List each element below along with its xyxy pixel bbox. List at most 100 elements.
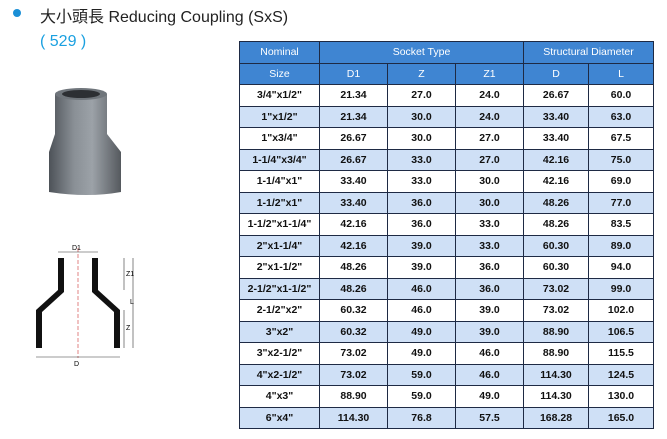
- table-row: 4"x2-1/2" 73.02 59.0 46.0 114.30 124.5: [239, 363, 654, 386]
- cell-d: 114.30: [523, 363, 589, 386]
- header-z1: Z1: [455, 62, 524, 85]
- cell-d: 88.90: [523, 342, 589, 365]
- spec-table: Nominal Socket Type Structural Diameter …: [239, 41, 654, 429]
- cell-z1: 33.0: [455, 234, 524, 257]
- cell-d1: 60.32: [319, 299, 388, 322]
- cell-z: 33.0: [387, 148, 456, 171]
- cell-z: 36.0: [387, 191, 456, 214]
- cell-z1: 24.0: [455, 105, 524, 128]
- cell-l: 115.5: [588, 342, 654, 365]
- cell-size: 2"x1-1/2": [239, 256, 320, 279]
- cell-l: 83.5: [588, 213, 654, 236]
- cell-d1: 26.67: [319, 127, 388, 150]
- cell-size: 2-1/2"x1-1/2": [239, 277, 320, 300]
- cell-d1: 33.40: [319, 191, 388, 214]
- table-row: 1-1/2"x1-1/4" 42.16 36.0 33.0 48.26 83.5: [239, 213, 654, 236]
- cell-l: 124.5: [588, 363, 654, 386]
- header-nominal: Nominal: [239, 41, 320, 64]
- cell-z: 76.8: [387, 406, 456, 429]
- cell-l: 77.0: [588, 191, 654, 214]
- table-row: 1"x1/2" 21.34 30.0 24.0 33.40 63.0: [239, 105, 654, 128]
- cell-d1: 42.16: [319, 213, 388, 236]
- table-row: 4"x3" 88.90 59.0 49.0 114.30 130.0: [239, 385, 654, 408]
- cell-d1: 73.02: [319, 342, 388, 365]
- cell-d1: 33.40: [319, 170, 388, 193]
- cell-size: 3/4"x1/2": [239, 84, 320, 107]
- cell-d1: 60.32: [319, 320, 388, 343]
- cell-d: 168.28: [523, 406, 589, 429]
- cell-z1: 24.0: [455, 84, 524, 107]
- cell-l: 60.0: [588, 84, 654, 107]
- cell-d1: 21.34: [319, 84, 388, 107]
- cell-size: 3"x2-1/2": [239, 342, 320, 365]
- cell-z: 30.0: [387, 105, 456, 128]
- cell-z1: 39.0: [455, 299, 524, 322]
- cell-d1: 21.34: [319, 105, 388, 128]
- cell-d: 33.40: [523, 105, 589, 128]
- cell-z: 30.0: [387, 127, 456, 150]
- cell-d1: 26.67: [319, 148, 388, 171]
- product-photo: [49, 88, 121, 195]
- cell-d1: 48.26: [319, 256, 388, 279]
- header-socket-type: Socket Type: [319, 41, 524, 64]
- cell-z: 39.0: [387, 234, 456, 257]
- cell-size: 1"x3/4": [239, 127, 320, 150]
- cell-l: 130.0: [588, 385, 654, 408]
- cell-d: 26.67: [523, 84, 589, 107]
- cell-z: 39.0: [387, 256, 456, 279]
- cell-z1: 57.5: [455, 406, 524, 429]
- cell-size: 3"x2": [239, 320, 320, 343]
- cell-size: 2-1/2"x2": [239, 299, 320, 322]
- cell-l: 94.0: [588, 256, 654, 279]
- table-row: 2"x1-1/4" 42.16 39.0 33.0 60.30 89.0: [239, 234, 654, 257]
- cell-d: 73.02: [523, 277, 589, 300]
- header-size: Size: [239, 62, 320, 85]
- cell-d: 42.16: [523, 148, 589, 171]
- cell-d: 60.30: [523, 234, 589, 257]
- cell-size: 1-1/2"x1-1/4": [239, 213, 320, 236]
- cell-l: 63.0: [588, 105, 654, 128]
- cell-z: 46.0: [387, 299, 456, 322]
- cell-l: 89.0: [588, 234, 654, 257]
- cell-d: 42.16: [523, 170, 589, 193]
- drawing-label-d: D: [74, 361, 79, 368]
- cell-d1: 73.02: [319, 363, 388, 386]
- drawing-label-z: Z: [126, 325, 131, 332]
- cell-l: 165.0: [588, 406, 654, 429]
- cell-d: 114.30: [523, 385, 589, 408]
- header-l: L: [588, 62, 654, 85]
- table-row: 3"x2-1/2" 73.02 49.0 46.0 88.90 115.5: [239, 342, 654, 365]
- cell-z: 33.0: [387, 170, 456, 193]
- cell-z1: 27.0: [455, 148, 524, 171]
- cell-z1: 46.0: [455, 342, 524, 365]
- drawing-label-z1: Z1: [126, 271, 134, 278]
- header-z: Z: [387, 62, 456, 85]
- table-row: 1-1/4"x1" 33.40 33.0 30.0 42.16 69.0: [239, 170, 654, 193]
- cell-z: 27.0: [387, 84, 456, 107]
- cell-size: 1-1/4"x1": [239, 170, 320, 193]
- cell-d: 60.30: [523, 256, 589, 279]
- cell-d1: 114.30: [319, 406, 388, 429]
- cell-l: 99.0: [588, 277, 654, 300]
- table-row: 1-1/2"x1" 33.40 36.0 30.0 48.26 77.0: [239, 191, 654, 214]
- product-code: ( 529 ): [40, 33, 87, 50]
- cell-size: 4"x3": [239, 385, 320, 408]
- table-row: 3/4"x1/2" 21.34 27.0 24.0 26.67 60.0: [239, 84, 654, 107]
- title-bullet: [13, 9, 21, 17]
- dimension-drawing: D1 D Z1 Z L: [36, 245, 134, 368]
- cell-size: 4"x2-1/2": [239, 363, 320, 386]
- cell-l: 75.0: [588, 148, 654, 171]
- cell-size: 1-1/2"x1": [239, 191, 320, 214]
- drawing-label-d1: D1: [72, 245, 81, 252]
- page-title: 大小頭長 Reducing Coupling (SxS): [40, 9, 289, 26]
- cell-size: 2"x1-1/4": [239, 234, 320, 257]
- cell-size: 6"x4": [239, 406, 320, 429]
- header-structural-diameter: Structural Diameter: [523, 41, 654, 64]
- cell-l: 67.5: [588, 127, 654, 150]
- cell-z: 59.0: [387, 363, 456, 386]
- cell-d: 48.26: [523, 191, 589, 214]
- cell-z1: 36.0: [455, 277, 524, 300]
- cell-size: 1-1/4"x3/4": [239, 148, 320, 171]
- cell-d: 33.40: [523, 127, 589, 150]
- cell-d: 88.90: [523, 320, 589, 343]
